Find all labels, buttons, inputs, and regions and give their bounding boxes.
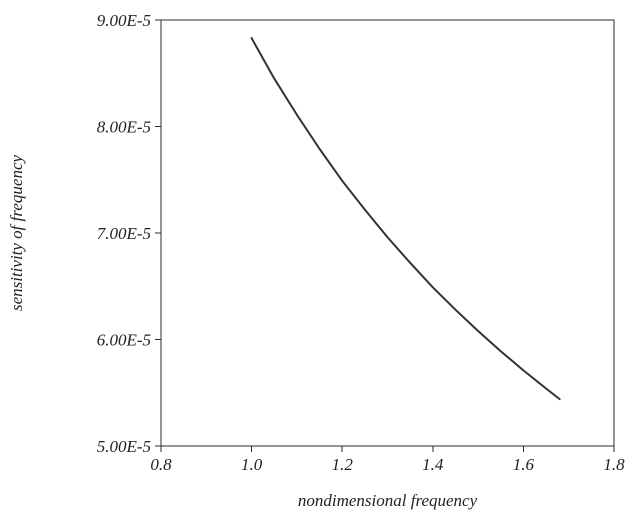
plot-frame [160,19,615,447]
y-tick-label: 6.00E-5 [97,331,151,350]
x-tick-label: 1.6 [513,455,535,474]
series-line [250,37,561,401]
x-tick-label: 0.8 [150,455,172,474]
y-tick-label: 5.00E-5 [97,437,151,456]
ticks: 0.8 1.0 1.2 1.4 1.6 1.8 5.00E-5 6.00E-5 7.00E-5 8… [97,11,625,474]
x-tick-label: 1.8 [603,455,625,474]
x-tick-label: 1.0 [241,455,263,474]
series-layer [250,37,561,401]
x-axis-title: nondimensional frequency [298,491,478,510]
y-tick-label: 7.00E-5 [97,224,151,243]
y-tick-label: 9.00E-5 [97,11,151,30]
x-tick-label: 1.4 [422,455,444,474]
axes [160,19,615,447]
y-tick-label: 8.00E-5 [97,118,151,137]
x-tick-label: 1.2 [332,455,354,474]
y-axis-title: sensitivity of frequency [7,155,26,312]
